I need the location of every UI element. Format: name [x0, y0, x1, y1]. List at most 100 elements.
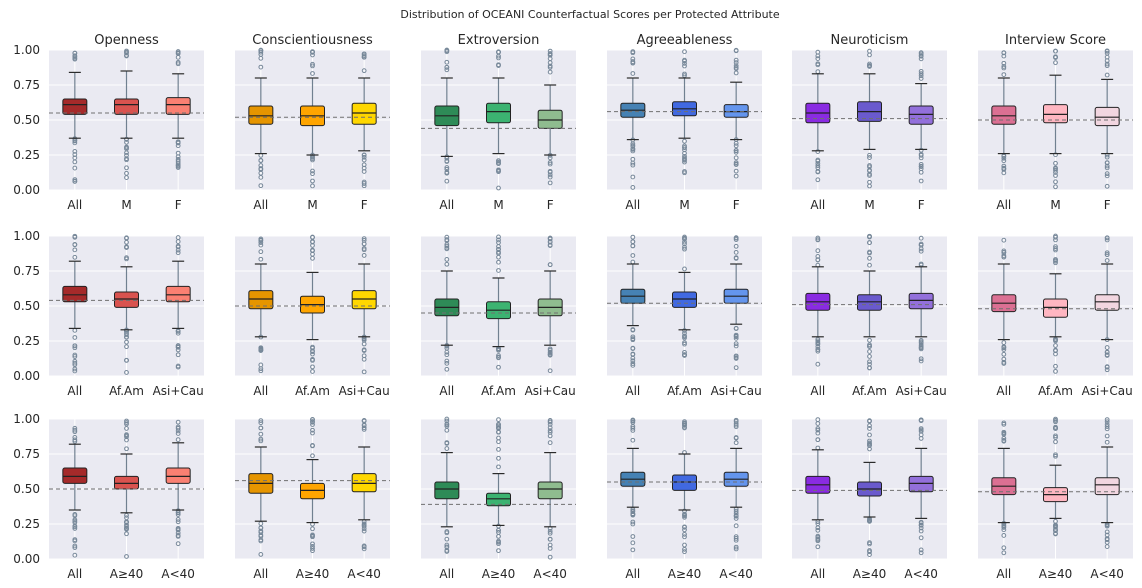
outlier-point [124, 426, 129, 431]
outlier-point [124, 139, 129, 145]
outlier-point [496, 167, 501, 173]
outlier-point [630, 351, 636, 357]
outlier-point [444, 416, 450, 422]
outlier-point [815, 417, 821, 422]
outlier-point [547, 69, 553, 75]
box-Af.Am [1043, 233, 1068, 374]
outlier-point [310, 422, 315, 427]
box-All [248, 47, 274, 189]
outlier-point [682, 49, 687, 55]
outlier-point [733, 333, 739, 339]
outlier-point [444, 530, 450, 536]
outlier-point [815, 161, 821, 166]
outlier-point [733, 335, 739, 341]
outlier-point [258, 49, 264, 55]
outlier-point [72, 152, 78, 157]
x-tick-label: Af.Am [295, 384, 330, 398]
outlier-point [918, 235, 924, 241]
outlier-point [867, 432, 872, 438]
box-body [351, 473, 377, 493]
outlier-point [1001, 50, 1007, 56]
outlier-point [72, 345, 78, 351]
outlier-point [124, 344, 129, 350]
x-tick-label: All [625, 567, 640, 581]
outlier-point [1053, 179, 1058, 185]
outlier-point [1053, 55, 1058, 60]
box-body [1094, 106, 1120, 127]
outlier-point [258, 47, 264, 53]
outlier-point [733, 70, 739, 76]
box-Asi+Cau [165, 235, 191, 370]
outlier-point [310, 52, 315, 58]
outlier-point [682, 241, 687, 247]
outlier-point [1001, 356, 1007, 362]
box-Asi+Cau [537, 235, 563, 374]
outlier-point [310, 251, 315, 257]
outlier-point [733, 60, 739, 66]
outlier-point [72, 155, 78, 161]
outlier-point [72, 438, 78, 444]
panel-agreeableness-row-3: All A≥40 A<40 [607, 417, 762, 581]
outlier-point [1053, 260, 1058, 266]
outlier-point [1001, 527, 1007, 533]
box-body [248, 290, 274, 310]
outlier-point [630, 334, 636, 340]
outlier-point [310, 345, 315, 351]
outlier-point [72, 523, 78, 529]
box-body [165, 97, 191, 115]
outlier-point [496, 355, 501, 361]
outlier-point [1053, 419, 1058, 425]
outlier-point [310, 364, 315, 370]
outlier-point [258, 64, 264, 70]
outlier-point [547, 428, 553, 434]
outlier-point [444, 159, 450, 164]
outlier-point [496, 185, 501, 191]
outlier-point [815, 361, 821, 367]
y-tick-label: 0.50 [13, 482, 40, 496]
outlier-point [630, 336, 636, 342]
outlier-point [444, 544, 450, 550]
outlier-point [1053, 160, 1058, 166]
panel-conscientiousness-row-2: All Af.Am Asi+Cau [235, 234, 390, 398]
box-M [486, 49, 511, 191]
outlier-point [258, 346, 264, 351]
outlier-point [1104, 544, 1110, 549]
outlier-point [310, 427, 315, 433]
outlier-point [867, 517, 872, 523]
outlier-point [496, 259, 501, 265]
outlier-point [1104, 426, 1110, 432]
box-body [114, 291, 139, 308]
x-tick-label: M [121, 198, 131, 212]
outlier-point [72, 254, 78, 260]
outlier-point [258, 348, 264, 353]
y-tick-label: 0.75 [13, 78, 40, 92]
outlier-point [630, 519, 636, 525]
outlier-point [258, 533, 264, 539]
x-tick-label: F [361, 198, 368, 212]
outlier-point [918, 346, 924, 352]
outlier-point [310, 156, 315, 162]
outlier-point [547, 528, 553, 534]
box-body [1094, 294, 1120, 311]
outlier-point [1001, 437, 1007, 443]
box-All [991, 50, 1017, 176]
outlier-point [547, 440, 553, 446]
outlier-point [175, 437, 181, 443]
outlier-point [867, 183, 872, 189]
outlier-point [547, 419, 553, 425]
outlier-point [918, 178, 924, 184]
outlier-point [1053, 60, 1058, 66]
outlier-point [258, 418, 264, 423]
outlier-point [175, 347, 181, 353]
outlier-point [867, 240, 872, 245]
outlier-point [72, 242, 78, 248]
outlier-point [733, 48, 739, 54]
panel-title: Interview Score [1005, 33, 1106, 48]
outlier-point [630, 423, 636, 429]
outlier-point [310, 532, 315, 538]
outlier-point [733, 440, 739, 446]
outlier-point [867, 443, 872, 448]
outlier-point [918, 525, 924, 531]
outlier-point [918, 68, 924, 74]
outlier-point [496, 234, 501, 240]
